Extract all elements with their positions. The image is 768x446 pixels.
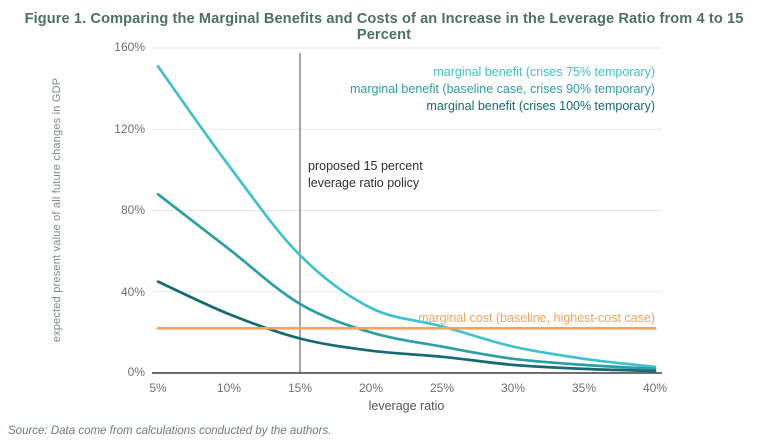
y-tick-0: 0% (127, 365, 145, 379)
y-axis-label: expected present value of all future cha… (51, 77, 63, 343)
x-tick-30: 30% (500, 381, 526, 395)
x-tick-35: 35% (571, 381, 597, 395)
x-tick-25: 25% (429, 381, 455, 395)
x-tick-20: 20% (358, 381, 384, 395)
x-axis-label: leverage ratio (368, 399, 445, 413)
x-tick-10: 10% (216, 381, 242, 395)
y-tick-120: 120% (114, 122, 145, 136)
policy-annotation-line2: leverage ratio policy (308, 176, 420, 190)
marginal-cost-label: marginal cost (baseline, highest-cost ca… (418, 311, 655, 325)
y-tick-80: 80% (120, 203, 145, 217)
legend-label-baseline-90: marginal benefit (baseline case, crises … (350, 82, 655, 96)
y-tick-160: 160% (114, 40, 145, 54)
source-note: Source: Data come from calculations cond… (8, 425, 332, 437)
y-tick-40: 40% (120, 285, 145, 299)
legend-label-crises-75: marginal benefit (crises 75% temporary) (433, 65, 655, 79)
policy-annotation-line1: proposed 15 percent (308, 159, 423, 173)
x-tick-5: 5% (149, 381, 167, 395)
x-tick-15: 15% (287, 381, 313, 395)
policy-annotation: proposed 15 percent leverage ratio polic… (308, 158, 423, 192)
legend-label-crises-100: marginal benefit (crises 100% temporary) (426, 99, 655, 113)
figure-title: Figure 1. Comparing the Marginal Benefit… (24, 11, 744, 43)
x-tick-40: 40% (642, 381, 668, 395)
